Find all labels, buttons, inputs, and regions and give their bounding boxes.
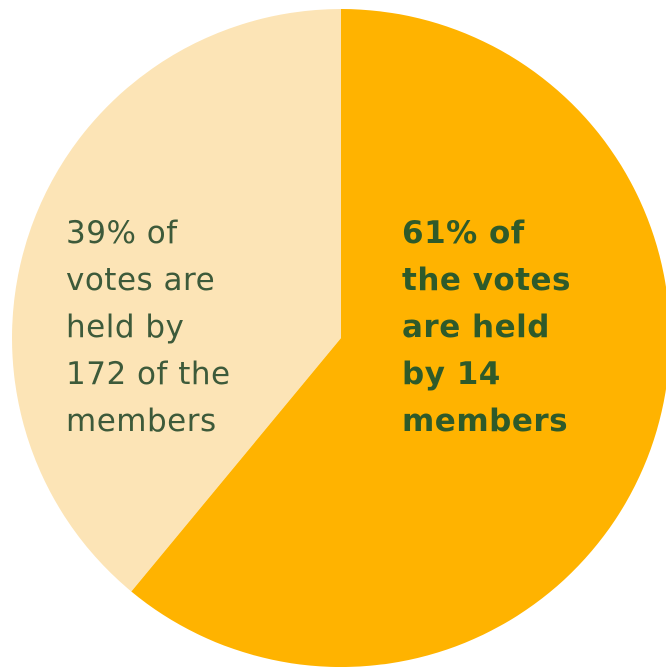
pie-slice-1-label-line: members <box>402 403 568 439</box>
pie-slice-2-label-line: held by <box>66 309 184 345</box>
pie-slice-2 <box>12 9 341 592</box>
pie-slice-2-label: 39% of votes are held by 172 of the members <box>66 215 231 439</box>
pie-slice-1-label-line: are held <box>402 309 550 345</box>
pie-slice-2-label-line: 39% of <box>66 215 178 251</box>
pie-slices <box>12 9 666 667</box>
pie-slice-1-label: 61% of the votes are held by 14 members <box>402 215 571 439</box>
pie-slice-2-label-line: 172 of the <box>66 356 231 392</box>
pie-slice-2-label-line: members <box>66 403 217 439</box>
pie-slice-1-label-line: 61% of <box>402 215 525 251</box>
pie-slice-2-label-line: votes are <box>66 262 215 298</box>
pie-slice-1-label-line: the votes <box>402 262 571 298</box>
pie-slice-1-label-line: by 14 <box>402 356 501 392</box>
pie-slice-1 <box>131 9 666 667</box>
